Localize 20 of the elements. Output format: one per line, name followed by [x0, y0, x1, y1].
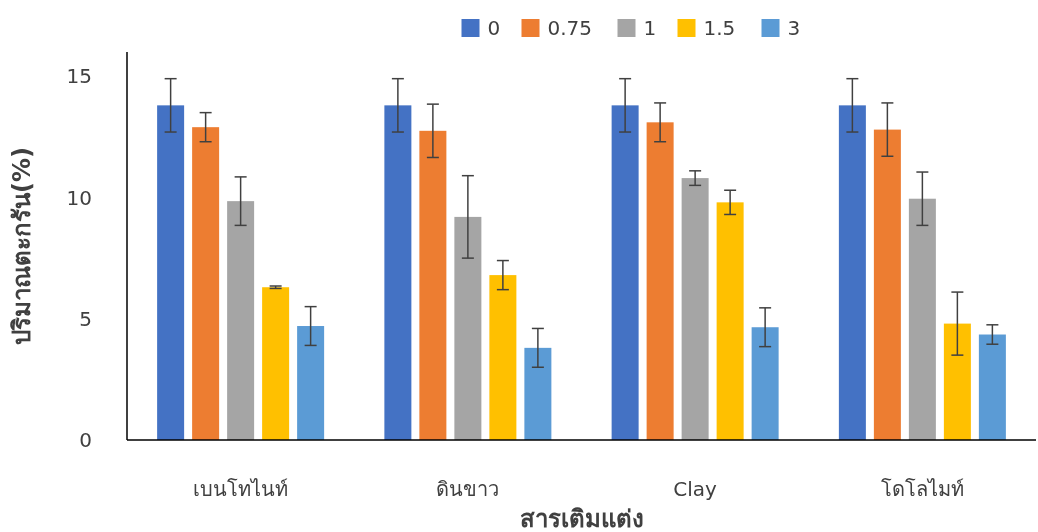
x-tick-label: เบนโทไนท์: [193, 477, 289, 501]
legend-label: 0: [487, 16, 501, 40]
y-tick-label: 5: [79, 306, 92, 331]
x-tick-label: Clay: [673, 477, 718, 501]
x-axis-title: สารเติมแต่ง: [519, 505, 644, 532]
legend-label: 1.5: [703, 16, 736, 40]
x-tick-label: ดินขาว: [436, 477, 500, 501]
legend-label: 3: [787, 16, 801, 40]
bar: [751, 327, 779, 440]
bar: [943, 323, 971, 440]
y-tick-label: 0: [79, 428, 92, 452]
y-tick-label: 10: [66, 185, 92, 210]
legend-label: 1: [643, 16, 657, 40]
y-tick-label: 15: [66, 64, 92, 89]
bar: [454, 216, 482, 440]
y-axis-title: ปริมาณตะกรัน(%): [8, 147, 36, 345]
bar: [524, 347, 552, 440]
bar: [297, 326, 325, 440]
x-tick-label: โดโลไมท์: [880, 477, 964, 501]
legend-label: 0.75: [547, 16, 593, 40]
